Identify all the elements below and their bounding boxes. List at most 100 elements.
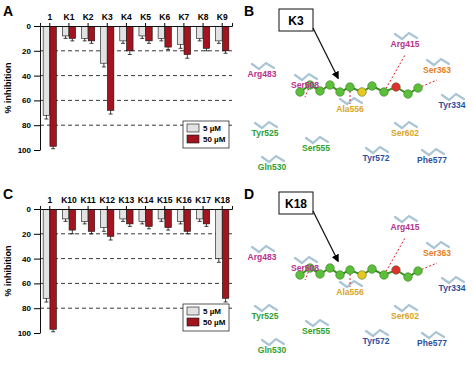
x-tick: K2 [83,12,94,26]
x-tick: 1 [47,195,52,209]
chart-panel: C0204060801001K10K11K12K13K14K15K16K17K1… [3,186,233,338]
residue-label: Arg483 [248,252,277,262]
ligand-atom [414,84,423,93]
bar [107,209,113,236]
bar [43,209,49,298]
x-tick-label: K11 [81,195,96,205]
error-bar [89,41,93,43]
error-bar-cap [147,43,151,44]
bar [81,26,87,38]
x-tick-mark [126,206,127,209]
residue-label: Tyr525 [252,128,279,138]
bar [88,26,94,41]
bar [50,26,56,146]
x-tick-mark [183,23,184,26]
x-tick: K4 [121,12,132,26]
error-bar [140,221,144,223]
error-bar [109,236,113,240]
bar [101,209,107,228]
error-bar-cap [185,58,189,59]
legend-box [183,304,229,331]
bar [158,209,164,219]
x-tick-mark [164,206,165,209]
error-bar [204,48,208,50]
y-tick-mark [34,51,40,52]
error-bar-cap [147,228,151,229]
x-tick-label: K6 [159,12,170,22]
error-bar-cap [140,38,144,39]
x-tick-mark [145,23,146,26]
legend-swatch [187,135,199,143]
bar [165,209,171,228]
x-tick-mark [68,23,69,26]
error-bar [89,231,93,233]
bar [62,26,68,36]
x-tick-mark [68,206,69,209]
ligand-atom [358,88,367,97]
error-bar [102,63,106,67]
x-tick-mark [88,206,89,209]
error-bar [224,298,228,302]
bars [43,26,229,149]
bar [222,209,228,298]
ligand-atom [404,90,413,99]
bar [222,26,228,51]
error-bar-cap [109,240,113,241]
error-bar-stem [218,259,219,263]
ligand-atom [392,83,401,92]
bar [177,26,183,45]
error-bar [147,41,151,43]
residue-label: Tyr525 [252,311,279,321]
x-tick-label: K18 [214,195,230,205]
x-tick: K8 [198,12,209,26]
error-bar-cap [44,302,48,303]
error-bar [64,36,68,38]
grid-line [40,50,232,51]
error-bar [44,115,48,119]
y-tick-mark [34,333,40,334]
x-tick-mark [183,206,184,209]
bar [62,209,68,219]
error-bar-cap [217,262,221,263]
bar [146,209,152,226]
ligand-atom [326,264,335,273]
error-bar [83,38,87,40]
y-tick-mark [34,209,40,210]
y-axis-line [40,210,41,334]
error-bar-cap [51,148,55,149]
error-bar [198,38,202,40]
y-tick-label: 40 [22,72,31,81]
grid-line [40,100,232,101]
x-tick-label: K13 [119,195,135,205]
bar [120,26,126,41]
bar [203,209,209,224]
bar [43,26,49,115]
residue-label: Ser602 [391,128,419,138]
residue-label: Tyr334 [439,283,466,293]
error-bar-cap [64,221,68,222]
error-bar-cap [102,66,106,67]
y-tick: 0 [27,205,40,214]
ligand-atom [336,271,345,280]
error-bar-cap [159,221,163,222]
bar [196,209,202,219]
residue-label: Tyr334 [439,100,466,110]
residue-label: Tyr572 [363,336,390,346]
x-tick: K12 [99,195,115,209]
error-bar [159,219,163,221]
y-axis-title: % inhibition [3,63,13,114]
ligand-label: K18 [285,197,307,211]
y-tick: 60 [22,279,40,288]
error-bar-cap [185,233,189,234]
bar [216,26,222,41]
x-tick: K16 [176,195,192,209]
ligand-atom [392,266,401,275]
error-bar-cap [179,48,183,49]
bar [177,209,183,221]
legend-label: 50 µM [203,135,226,144]
error-bar [64,219,68,221]
legend-swatch [187,124,199,132]
y-axis: 020406080100 [18,205,41,338]
y-tick-mark [34,26,40,27]
y-tick-label: 40 [22,255,31,264]
